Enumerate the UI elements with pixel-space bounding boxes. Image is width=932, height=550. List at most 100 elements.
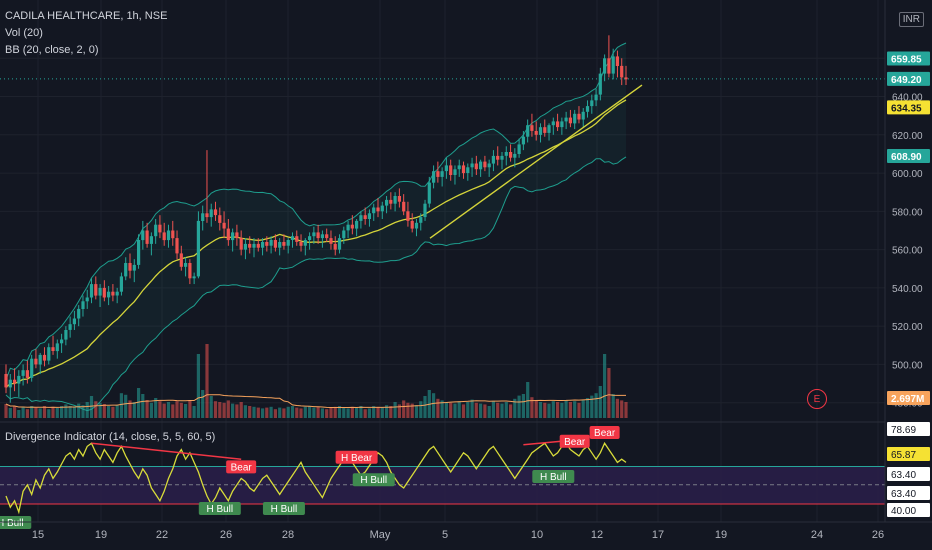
candle-body (419, 217, 423, 223)
price-label-box (887, 100, 930, 115)
price-tick-label: 580.00 (892, 207, 923, 218)
price-label-text: 659.85 (891, 55, 922, 66)
volume-bar (55, 408, 59, 418)
volume-label-box (887, 391, 930, 405)
volume-bar (380, 407, 384, 418)
volume-bar (51, 406, 55, 418)
price-label-box (887, 71, 930, 86)
candle-body (154, 224, 158, 237)
volume-bar (389, 406, 393, 418)
marker-label: H Bull (271, 504, 298, 515)
bear-marker[interactable]: Bear (226, 460, 257, 474)
marker-box (352, 473, 395, 487)
bull-marker[interactable]: H Bull (262, 502, 305, 515)
volume-bar (192, 406, 196, 418)
time-tick-label: 19 (715, 529, 727, 541)
volume-bar (124, 394, 128, 418)
candle-body (119, 276, 123, 292)
candle-body (248, 243, 252, 248)
bb-label: BB (20, close, 2, 0) (5, 44, 99, 56)
candle-body (487, 163, 491, 168)
volume-bar (590, 395, 594, 418)
earnings-marker[interactable]: E (807, 389, 827, 409)
volume-bar (162, 403, 166, 418)
volume-bar (196, 354, 200, 418)
candle-body (547, 125, 551, 133)
candle-body (94, 284, 98, 296)
volume-bar (423, 396, 427, 418)
volume-bar (410, 403, 414, 418)
candle-body (124, 263, 128, 277)
volume-bar (68, 406, 72, 418)
volume-bar (303, 406, 307, 418)
marker-label: H Bull (360, 475, 387, 486)
volume-bar (461, 404, 466, 418)
volume-bar (491, 401, 495, 418)
price-tick-label: 520.00 (892, 322, 923, 333)
volume-bar (504, 402, 508, 418)
volume-bar (213, 401, 218, 418)
candle-body (333, 243, 337, 250)
osc-legend[interactable]: Divergence Indicator (14, close, 5, 5, 6… (5, 431, 215, 443)
marker-box (532, 470, 575, 483)
volume-bar (487, 406, 491, 418)
volume-bar (624, 402, 628, 418)
candle-body (312, 232, 316, 237)
bb-legend[interactable]: BB (20, close, 2, 0) (5, 44, 99, 56)
volume-bar (385, 405, 389, 418)
candle-body (209, 209, 213, 218)
candle-body (440, 171, 444, 177)
price-label-text: 649.20 (891, 75, 922, 86)
volume-bar (17, 410, 21, 418)
symbol-legend[interactable]: CADILA HEALTHCARE, 1h, NSE (5, 10, 167, 22)
candle-body (577, 113, 581, 120)
osc-level-text: 63.40 (891, 470, 916, 481)
volume-bar (269, 406, 273, 418)
volume-bar (397, 404, 401, 418)
volume-bar (21, 406, 25, 418)
candle-body (265, 242, 269, 246)
bear-marker[interactable]: H Bear (335, 450, 378, 464)
volume-bar (252, 406, 256, 418)
volume-bar (573, 401, 577, 418)
volume-bar (453, 403, 457, 418)
volume-bar (432, 393, 436, 418)
volume-bar (607, 368, 611, 418)
bull-marker[interactable]: H Bull (352, 473, 395, 487)
volume-bar (350, 406, 354, 418)
volume-bar (376, 406, 380, 418)
volume-bar (64, 404, 68, 418)
volume-bar (500, 403, 504, 418)
candle-body (231, 232, 235, 241)
time-tick-label: 17 (652, 529, 664, 541)
osc-level-text: 65.87 (891, 450, 916, 461)
candle-body (504, 152, 508, 156)
volume-bar (107, 406, 111, 418)
price-label-box (887, 51, 930, 66)
candle-body (461, 165, 466, 174)
bear-marker[interactable]: Bear (559, 434, 590, 448)
bear-marker[interactable]: Bear (589, 426, 620, 439)
candle-body (25, 370, 29, 378)
volume-legend[interactable]: Vol (20) (5, 27, 43, 39)
candle-body (111, 291, 115, 296)
volume-bar (479, 403, 483, 418)
volume-bar (393, 402, 397, 418)
volume-bar (231, 403, 235, 418)
volume-bar (175, 401, 179, 418)
currency-badge[interactable]: INR (898, 12, 924, 27)
candle-body (517, 144, 521, 154)
candle-body (132, 264, 136, 271)
candle-body (470, 163, 474, 168)
candle-body (137, 240, 141, 265)
volume-bar (312, 407, 316, 418)
bull-marker[interactable]: H Bull (532, 470, 575, 483)
marker-label: Bear (231, 462, 253, 473)
candle-body (603, 58, 607, 74)
candle-body (115, 291, 119, 296)
bull-marker[interactable]: H Bull (198, 502, 241, 515)
volume-bar (85, 402, 89, 418)
volume-bar (166, 402, 171, 418)
volume-bar (414, 405, 419, 418)
